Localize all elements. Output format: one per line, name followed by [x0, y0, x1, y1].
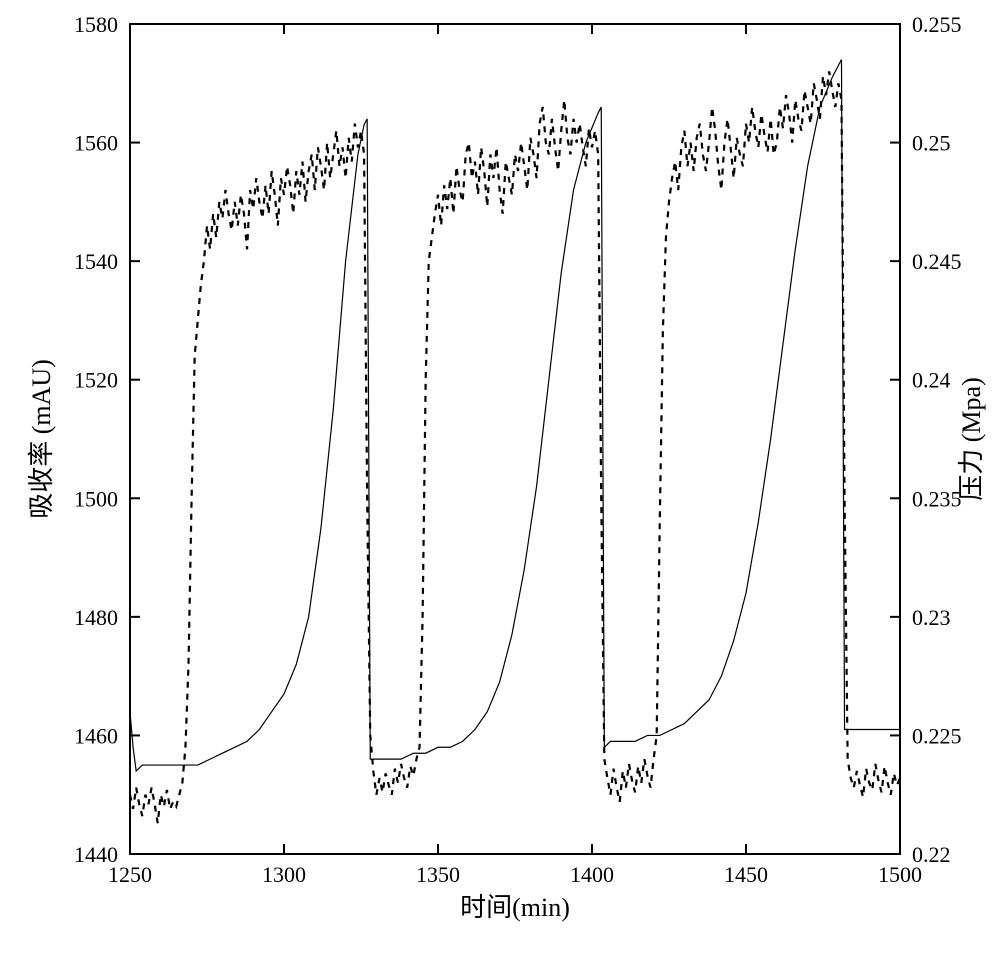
y-right-tick-label: 0.245 [912, 249, 962, 274]
y-left-tick-label: 1500 [74, 486, 118, 511]
x-tick-label: 1400 [570, 862, 614, 887]
chart-svg: 1250130013501400145015001440146014801500… [0, 0, 1000, 961]
y-left-tick-label: 1460 [74, 723, 118, 748]
y-right-tick-label: 0.24 [912, 368, 951, 393]
y-left-tick-label: 1560 [74, 131, 118, 156]
x-tick-label: 1450 [724, 862, 768, 887]
y-right-tick-label: 0.23 [912, 605, 951, 630]
y-left-axis-label: 吸收率 (mAU) [27, 359, 56, 519]
x-tick-label: 1350 [416, 862, 460, 887]
x-tick-label: 1300 [262, 862, 306, 887]
y-left-tick-label: 1540 [74, 249, 118, 274]
y-left-tick-label: 1520 [74, 368, 118, 393]
y-right-tick-label: 0.22 [912, 842, 951, 867]
y-left-tick-label: 1580 [74, 12, 118, 37]
dual-axis-line-chart: 1250130013501400145015001440146014801500… [0, 0, 1000, 961]
y-right-tick-label: 0.25 [912, 131, 951, 156]
y-right-tick-label: 0.235 [912, 486, 962, 511]
y-right-tick-label: 0.225 [912, 723, 962, 748]
x-axis-label: 时间(min) [460, 893, 570, 922]
y-left-tick-label: 1440 [74, 842, 118, 867]
y-right-tick-label: 0.255 [912, 12, 962, 37]
y-right-axis-label: 压力 (Mpa) [957, 377, 986, 500]
y-left-tick-label: 1480 [74, 605, 118, 630]
